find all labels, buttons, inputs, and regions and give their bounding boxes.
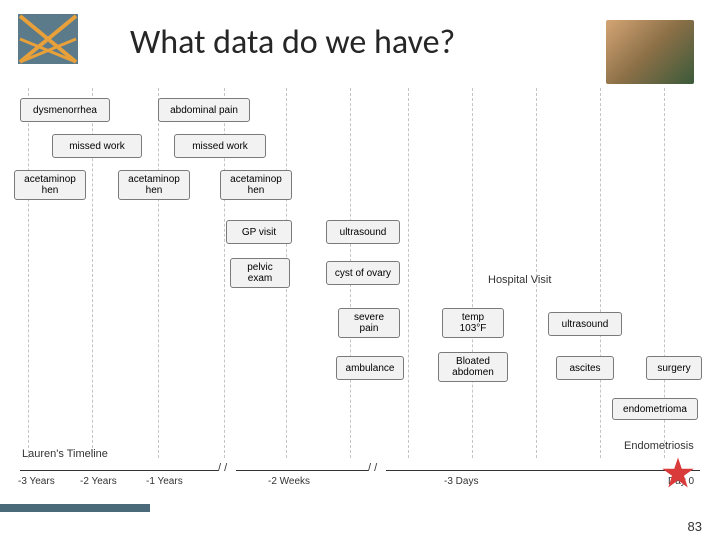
- box-gp: GP visit: [226, 220, 292, 244]
- timeline-break: / /: [368, 462, 377, 474]
- box-missed1: missed work: [52, 134, 142, 158]
- star-icon: [660, 456, 696, 492]
- timeline-label: -3 Days: [444, 476, 478, 487]
- box-ascites: ascites: [556, 356, 614, 380]
- timeline-segment: [236, 470, 368, 471]
- box-severe: severepain: [338, 308, 400, 338]
- box-temp: temp103°F: [442, 308, 504, 338]
- page-title: What data do we have?: [130, 22, 455, 63]
- slide: What data do we have? dysmenorrhea abdomi…: [0, 0, 720, 540]
- box-cyst: cyst of ovary: [326, 261, 400, 285]
- box-dysmenorrhea: dysmenorrhea: [20, 98, 110, 122]
- patient-photo: [606, 20, 694, 84]
- box-aceta3: acetaminophen: [220, 170, 292, 200]
- timeline-segment: [386, 470, 700, 471]
- box-us2: ultrasound: [548, 312, 622, 336]
- box-missed2: missed work: [174, 134, 266, 158]
- grid-vline: [28, 88, 29, 458]
- grid-vline: [600, 88, 601, 458]
- box-bloated: Bloatedabdomen: [438, 352, 508, 382]
- hospital-visit-label: Hospital Visit: [488, 274, 551, 286]
- box-ambulance: ambulance: [336, 356, 404, 380]
- logo-icon: [18, 14, 78, 64]
- box-aceta1: acetaminophen: [14, 170, 86, 200]
- box-endometrioma: endometrioma: [612, 398, 698, 420]
- box-surgery: surgery: [646, 356, 702, 380]
- grid-vline: [536, 88, 537, 458]
- box-aceta2: acetaminophen: [118, 170, 190, 200]
- page-number: 83: [688, 519, 702, 534]
- grid-vline: [472, 88, 473, 458]
- grid-vline: [158, 88, 159, 458]
- timeline-label: -2 Weeks: [268, 476, 310, 487]
- box-abd-pain: abdominal pain: [158, 98, 250, 122]
- timeline-label: -1 Years: [146, 476, 183, 487]
- box-pelvic: pelvicexam: [230, 258, 290, 288]
- endometriosis-label: Endometriosis: [624, 440, 694, 452]
- box-us1: ultrasound: [326, 220, 400, 244]
- timeline-break: / /: [218, 462, 227, 474]
- timeline-label: -2 Years: [80, 476, 117, 487]
- timeline-segment: [20, 470, 218, 471]
- timeline-name: Lauren's Timeline: [22, 448, 108, 460]
- footer-bar: [0, 504, 150, 512]
- timeline-label: -3 Years: [18, 476, 55, 487]
- grid-vline: [408, 88, 409, 458]
